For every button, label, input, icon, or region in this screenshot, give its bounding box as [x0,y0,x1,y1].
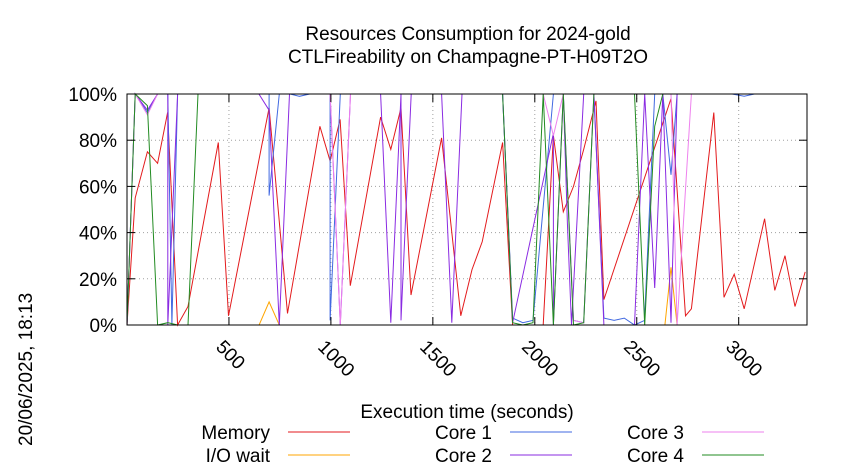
series-line-i-o-wait [127,267,806,326]
x-tick-label: 1500 [415,337,460,382]
legend-label-i-o-wait: I/O wait [206,446,271,467]
y-tick-label: 60% [79,177,117,198]
legend-label-core-2: Core 2 [435,446,492,467]
legend-label-memory: Memory [201,423,270,444]
x-tick-label: 2500 [619,337,664,382]
x-tick-label: 500 [211,337,248,374]
x-tick-label: 1000 [313,337,358,382]
axis-ticks: 0% 20% 40% 60% 80% 100% 500 1000 1500 2000 2500 300… [68,85,807,381]
chart-title: Resources Consumption for 2024-gold [305,24,630,45]
x-axis-label: Execution time (seconds) [360,402,573,423]
timestamp-label: 20/06/2025, 18:13 [16,293,37,446]
legend-label-core-4: Core 4 [627,446,684,467]
x-tick-label: 2000 [517,337,562,382]
y-tick-label: 80% [79,131,117,152]
legend-label-core-3: Core 3 [627,423,684,444]
y-tick-label: 20% [79,270,117,291]
series-line-memory [126,98,806,327]
chart-subtitle: CTLFireability on Champagne-PT-H09T2O [288,47,648,68]
legend-label-core-1: Core 1 [435,423,492,444]
y-tick-label: 0% [90,316,118,337]
y-tick-label: 40% [79,224,117,245]
plot-frame [126,93,808,326]
y-tick-label: 100% [68,85,117,106]
x-tick-label: 3000 [721,337,766,382]
